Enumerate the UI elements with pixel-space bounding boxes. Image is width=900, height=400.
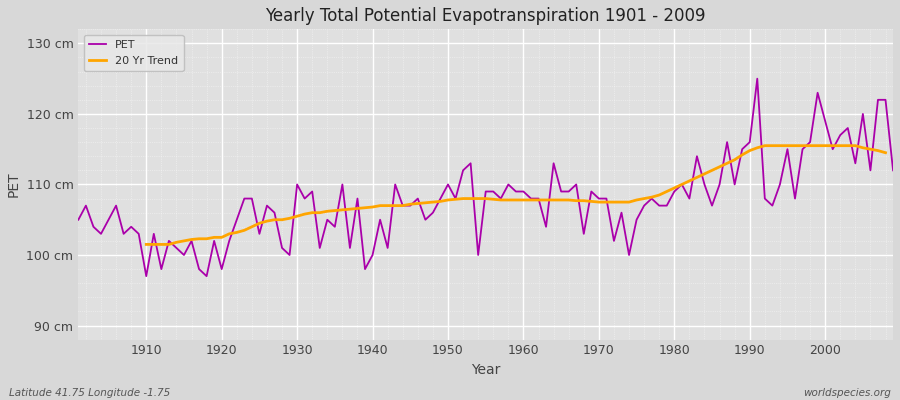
Text: worldspecies.org: worldspecies.org xyxy=(803,388,891,398)
20 Yr Trend xyxy=(760,143,770,148)
20 Yr Trend xyxy=(510,198,521,202)
Legend: PET, 20 Yr Trend: PET, 20 Yr Trend xyxy=(84,35,184,72)
Y-axis label: PET: PET xyxy=(7,172,21,197)
PET xyxy=(141,274,152,278)
20 Yr Trend xyxy=(880,150,891,155)
X-axis label: Year: Year xyxy=(471,363,500,377)
20 Yr Trend xyxy=(141,242,152,247)
20 Yr Trend xyxy=(314,210,325,215)
PET xyxy=(307,189,318,194)
20 Yr Trend xyxy=(533,198,544,202)
Line: 20 Yr Trend: 20 Yr Trend xyxy=(147,146,886,244)
PET xyxy=(518,189,529,194)
PET xyxy=(73,217,84,222)
PET xyxy=(526,196,536,201)
PET xyxy=(752,76,762,81)
PET xyxy=(887,168,898,173)
Text: Latitude 41.75 Longitude -1.75: Latitude 41.75 Longitude -1.75 xyxy=(9,388,170,398)
20 Yr Trend xyxy=(337,208,347,212)
Line: PET: PET xyxy=(78,79,893,276)
PET xyxy=(352,196,363,201)
PET xyxy=(133,232,144,236)
PET xyxy=(616,210,627,215)
20 Yr Trend xyxy=(367,205,378,210)
20 Yr Trend xyxy=(722,161,733,166)
Title: Yearly Total Potential Evapotranspiration 1901 - 2009: Yearly Total Potential Evapotranspiratio… xyxy=(266,7,706,25)
